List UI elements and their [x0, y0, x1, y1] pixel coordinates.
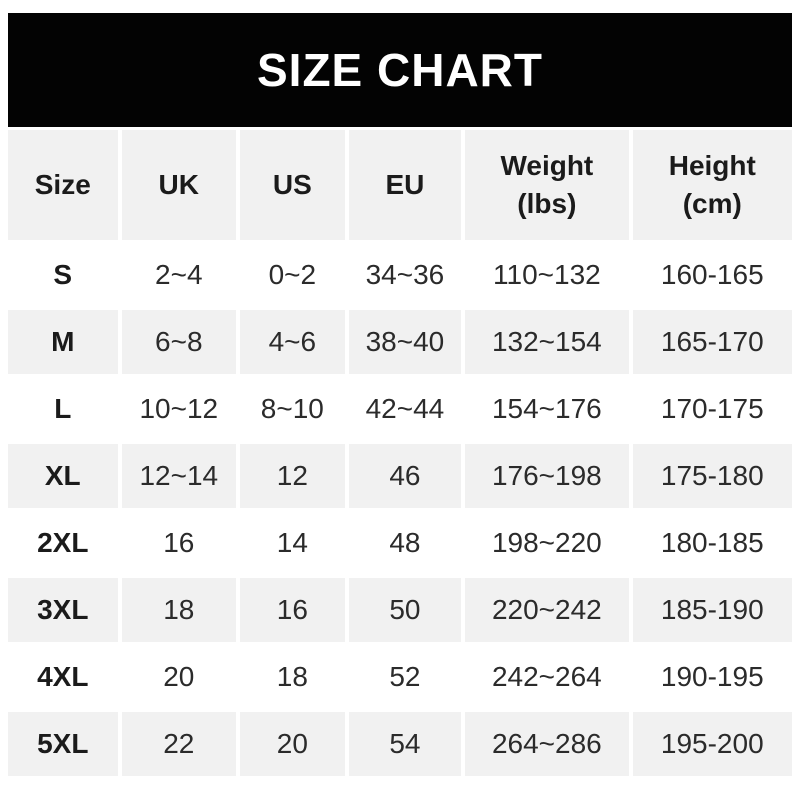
size-label: 2XL: [8, 511, 118, 575]
height-value: 165-170: [632, 310, 792, 374]
weight-value: 110~132: [465, 243, 629, 307]
table-header-row: Size UK US EU Weight (lbs) Height (cm): [8, 130, 792, 240]
size-table: Size UK US EU Weight (lbs) Height (cm) S…: [8, 130, 792, 776]
height-value: 160-165: [632, 243, 792, 307]
column-header-eu: EU: [348, 130, 462, 240]
us-value: 12: [240, 444, 345, 508]
column-header-us: US: [240, 130, 345, 240]
us-value: 8~10: [240, 377, 345, 441]
eu-value: 46: [348, 444, 462, 508]
size-label: 3XL: [8, 578, 118, 642]
table-row-s: S 2~4 0~2 34~36 110~132 160-165: [8, 243, 792, 307]
uk-value: 20: [121, 645, 236, 709]
uk-value: 6~8: [121, 310, 236, 374]
height-value: 195-200: [632, 712, 792, 776]
eu-value: 54: [348, 712, 462, 776]
us-value: 20: [240, 712, 345, 776]
weight-value: 176~198: [465, 444, 629, 508]
weight-value: 264~286: [465, 712, 629, 776]
us-value: 14: [240, 511, 345, 575]
weight-value: 198~220: [465, 511, 629, 575]
uk-value: 16: [121, 511, 236, 575]
us-value: 0~2: [240, 243, 345, 307]
uk-value: 18: [121, 578, 236, 642]
size-label: S: [8, 243, 118, 307]
weight-value: 154~176: [465, 377, 629, 441]
us-value: 16: [240, 578, 345, 642]
uk-value: 2~4: [121, 243, 236, 307]
table-row-5xl: 5XL 22 20 54 264~286 195-200: [8, 712, 792, 776]
table-row-2xl: 2XL 16 14 48 198~220 180-185: [8, 511, 792, 575]
eu-value: 48: [348, 511, 462, 575]
page-title: SIZE CHART: [257, 44, 543, 96]
size-label: M: [8, 310, 118, 374]
height-value: 175-180: [632, 444, 792, 508]
uk-value: 10~12: [121, 377, 236, 441]
table-row-l: L 10~12 8~10 42~44 154~176 170-175: [8, 377, 792, 441]
eu-value: 34~36: [348, 243, 462, 307]
column-header-weight: Weight (lbs): [465, 130, 629, 240]
size-label: XL: [8, 444, 118, 508]
us-value: 18: [240, 645, 345, 709]
height-value: 190-195: [632, 645, 792, 709]
column-header-height: Height (cm): [632, 130, 792, 240]
table-row-xl: XL 12~14 12 46 176~198 175-180: [8, 444, 792, 508]
us-value: 4~6: [240, 310, 345, 374]
weight-value: 132~154: [465, 310, 629, 374]
weight-value: 220~242: [465, 578, 629, 642]
table-row-4xl: 4XL 20 18 52 242~264 190-195: [8, 645, 792, 709]
table-row-3xl: 3XL 18 16 50 220~242 185-190: [8, 578, 792, 642]
size-label: L: [8, 377, 118, 441]
eu-value: 50: [348, 578, 462, 642]
table-row-m: M 6~8 4~6 38~40 132~154 165-170: [8, 310, 792, 374]
height-value: 180-185: [632, 511, 792, 575]
eu-value: 38~40: [348, 310, 462, 374]
eu-value: 42~44: [348, 377, 462, 441]
column-header-size: Size: [8, 130, 118, 240]
eu-value: 52: [348, 645, 462, 709]
title-banner: SIZE CHART: [8, 13, 792, 127]
size-label: 4XL: [8, 645, 118, 709]
column-header-uk: UK: [121, 130, 236, 240]
height-value: 170-175: [632, 377, 792, 441]
uk-value: 12~14: [121, 444, 236, 508]
weight-value: 242~264: [465, 645, 629, 709]
height-value: 185-190: [632, 578, 792, 642]
size-label: 5XL: [8, 712, 118, 776]
uk-value: 22: [121, 712, 236, 776]
